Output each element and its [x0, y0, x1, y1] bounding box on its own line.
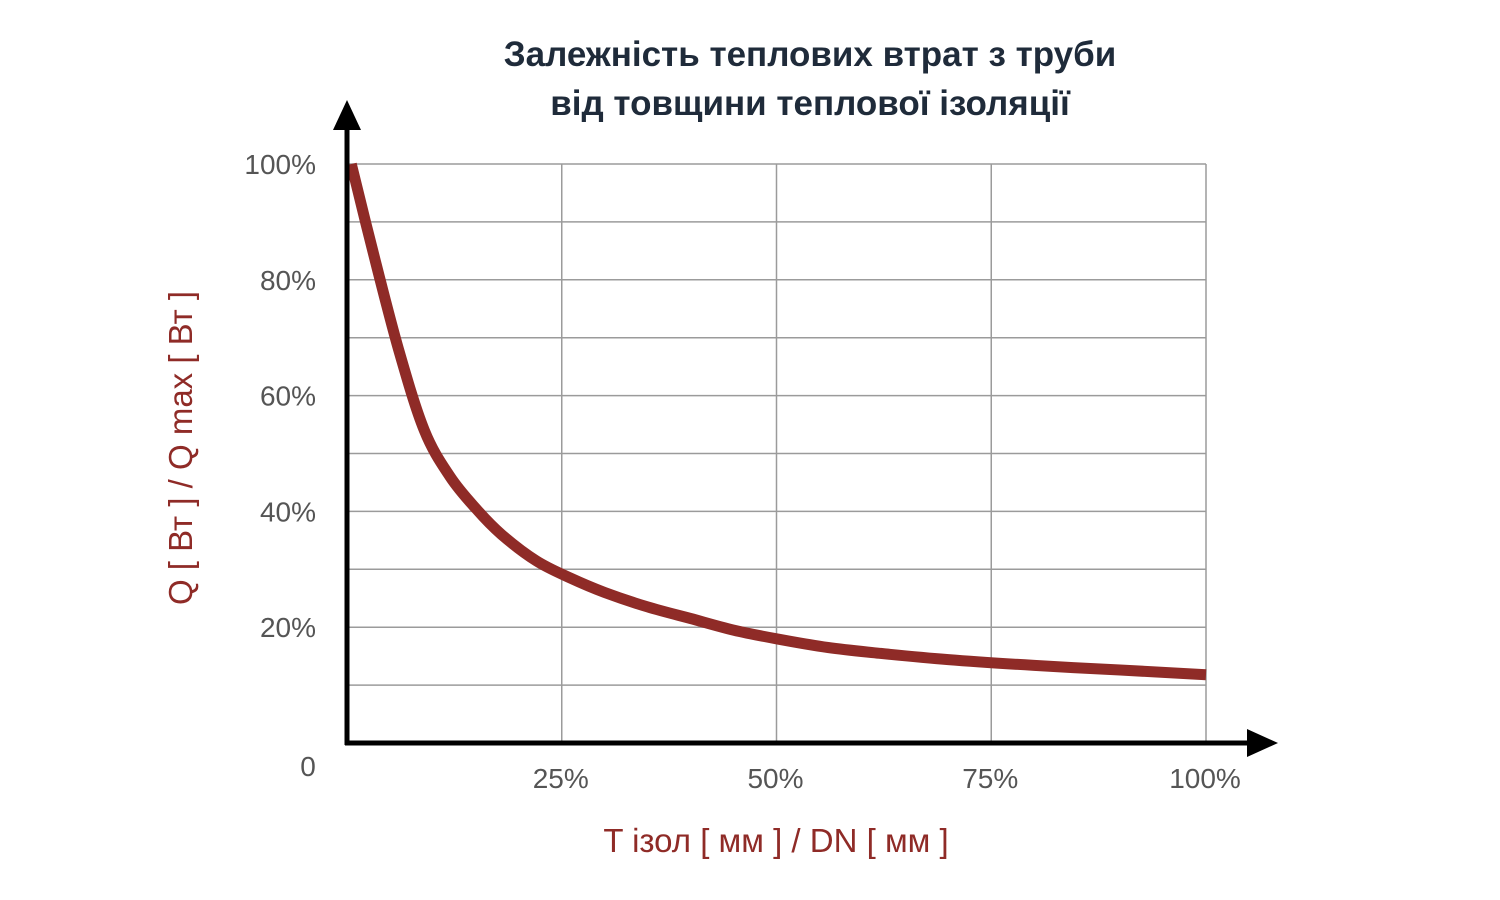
y-tick-label: 40%: [260, 496, 316, 527]
tick-labels: 25% 50% 75% 100% 20% 40% 60% 80% 100%: [244, 149, 1240, 794]
chart-title-line-2: від товщини теплової ізоляції: [550, 84, 1071, 123]
chart-title-line-1: Залежність теплових втрат з труби: [504, 35, 1117, 74]
y-axis-label: Q [ Вт ] / Q max [ Вт ]: [162, 291, 199, 605]
series-layer: [345, 162, 1207, 681]
y-tick-label: 80%: [260, 265, 316, 296]
y-tick-label: 60%: [260, 381, 316, 412]
origin-label: 0: [300, 751, 316, 782]
y-tick-label: 20%: [260, 612, 316, 643]
x-tick-label: 50%: [747, 763, 803, 794]
x-tick-label: 25%: [533, 763, 589, 794]
axes: [333, 100, 1278, 757]
x-axis-label: T ізол [ мм ] / DN [ мм ]: [603, 822, 948, 859]
y-tick-label: 100%: [244, 149, 316, 180]
chart-title: Залежність теплових втрат з труби від то…: [504, 35, 1117, 123]
series-line: [345, 162, 1207, 681]
x-tick-label: 100%: [1169, 763, 1241, 794]
y-axis-arrow-icon: [333, 100, 361, 130]
x-tick-label: 75%: [962, 763, 1018, 794]
grid: [347, 163, 1207, 743]
x-axis-arrow-icon: [1247, 729, 1278, 757]
